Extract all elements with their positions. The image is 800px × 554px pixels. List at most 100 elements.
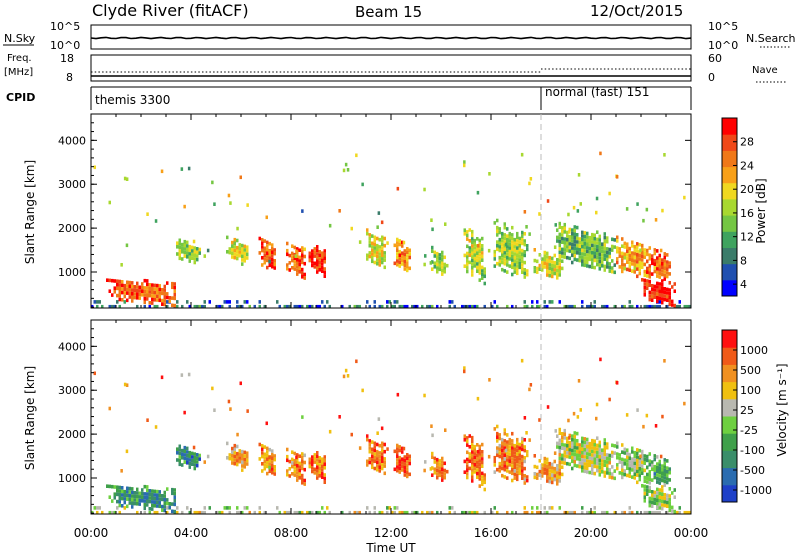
data-cell (516, 473, 519, 478)
data-cell (398, 253, 401, 258)
ground-scatter-cell (686, 510, 689, 514)
data-cell (513, 245, 516, 249)
data-cell (656, 469, 659, 474)
data-cell (513, 465, 516, 470)
data-cell (181, 448, 184, 453)
data-cell (293, 466, 296, 470)
data-cell (516, 249, 519, 254)
data-cell (136, 288, 139, 293)
ground-scatter-cell (318, 510, 321, 514)
data-cell (656, 465, 659, 470)
data-cell (148, 286, 151, 291)
data-cell (383, 258, 386, 262)
data-cell (516, 253, 519, 258)
data-cell (538, 473, 541, 477)
data-cell (403, 263, 406, 268)
data-cell (666, 466, 669, 470)
data-cell (381, 239, 384, 243)
data-cell (116, 499, 119, 504)
scatter-cell (342, 374, 346, 379)
ground-scatter-cell (136, 510, 139, 514)
data-cell (441, 250, 444, 255)
data-cell (656, 480, 659, 484)
scatter-cell (154, 219, 158, 223)
ground-scatter-cell (243, 300, 246, 304)
data-cell (313, 265, 316, 269)
data-cell (173, 303, 176, 308)
data-cell (628, 246, 631, 251)
ground-scatter-cell (301, 304, 304, 308)
data-cell (441, 254, 444, 258)
data-cell (243, 259, 246, 263)
y-tick-label: 1000 (58, 472, 86, 485)
data-cell (481, 236, 484, 241)
data-cell (521, 447, 524, 452)
data-cell (171, 502, 174, 506)
data-cell (263, 260, 266, 265)
data-cell (471, 244, 474, 248)
data-cell (613, 476, 616, 481)
ground-scatter-cell (581, 510, 584, 514)
scatter-cell (376, 431, 379, 435)
data-cell (321, 461, 324, 465)
ground-scatter-cell (636, 510, 639, 514)
scatter-cell (301, 209, 304, 213)
data-cell (556, 235, 559, 240)
ground-scatter-cell (551, 300, 554, 304)
scatter-cell (625, 207, 629, 211)
data-cell (261, 241, 264, 246)
data-cell (493, 264, 496, 268)
data-cell (661, 467, 664, 472)
data-cell (438, 459, 441, 463)
data-cell (161, 288, 164, 292)
ground-scatter-cell (263, 510, 266, 514)
data-cell (108, 484, 111, 489)
data-cell (498, 227, 501, 231)
data-cell (396, 244, 399, 249)
data-cell (618, 265, 621, 269)
data-cell (558, 479, 561, 483)
data-cell (598, 465, 601, 470)
data-cell (153, 496, 156, 501)
data-cell (303, 261, 306, 266)
data-cell (233, 252, 236, 256)
ground-scatter-cell (328, 510, 331, 514)
data-cell (586, 238, 589, 243)
data-cell (286, 454, 289, 459)
ground-scatter-cell (276, 300, 279, 304)
data-cell (233, 237, 236, 242)
data-cell (503, 240, 506, 244)
ground-scatter-cell (101, 304, 104, 308)
data-cell (526, 478, 529, 483)
data-cell (153, 504, 156, 508)
data-cell (431, 455, 434, 459)
data-cell (631, 244, 634, 248)
data-cell (436, 255, 439, 260)
data-cell (646, 488, 649, 493)
data-cell (556, 441, 559, 446)
data-cell (323, 466, 326, 470)
data-cell (318, 463, 321, 467)
ground-scatter-cell (373, 304, 376, 308)
data-cell (523, 438, 526, 442)
data-cell (371, 259, 374, 264)
ground-scatter-cell (236, 300, 239, 304)
data-cell (436, 266, 439, 270)
data-cell (506, 255, 509, 260)
data-cell (271, 243, 274, 247)
data-cell (521, 241, 524, 246)
data-cell (231, 244, 234, 248)
ground-scatter-cell (606, 510, 609, 514)
data-cell (241, 254, 244, 259)
data-cell (116, 489, 119, 493)
ground-scatter-cell (683, 304, 686, 308)
ground-scatter-cell (601, 510, 604, 514)
data-cell (643, 457, 646, 462)
data-cell (493, 249, 496, 254)
data-cell (643, 454, 646, 458)
data-cell (501, 242, 504, 247)
data-cell (658, 466, 661, 471)
ground-scatter-cell (646, 304, 649, 308)
data-cell (123, 497, 126, 501)
